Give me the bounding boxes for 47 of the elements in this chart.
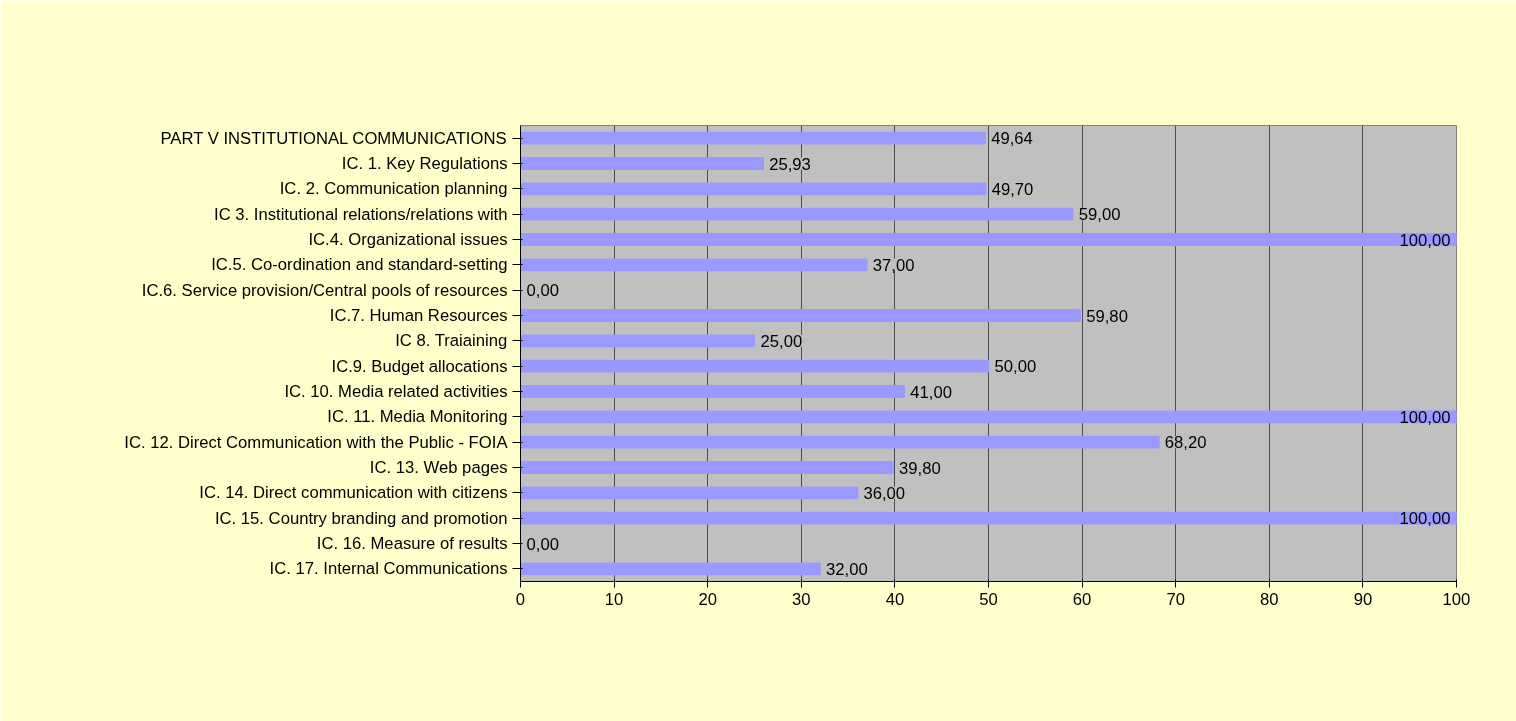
data-label: 68,20: [1164, 433, 1207, 453]
y-tick-label: IC. 16. Measure of results: [316, 534, 508, 553]
x-tick-label: 20: [698, 589, 717, 609]
data-label: 25,93: [769, 154, 811, 174]
y-tick-label: IC 8. Traiaining: [395, 331, 508, 351]
y-tick-label: IC. 11. Media Monitoring: [327, 407, 508, 427]
x-tick-label: 30: [792, 589, 811, 609]
x-tick-label: 10: [604, 589, 624, 609]
y-tick-label: PART V INSTITUTIONAL COMMUNICATIONS: [160, 128, 507, 148]
y-tick-label: IC.7. Human Resources: [329, 306, 508, 325]
x-tick-label: 0: [515, 589, 526, 609]
data-label: 0,00: [526, 281, 559, 301]
y-tick-label: IC. 10. Media related activities: [284, 382, 508, 401]
data-label: 0,00: [526, 534, 559, 554]
data-label: 49,64: [991, 129, 1033, 149]
data-label: 59,80: [1086, 306, 1128, 326]
y-tick-label: IC. 15. Country branding and promotion: [214, 508, 508, 528]
data-label: 37,00: [872, 255, 915, 275]
y-tick-label: IC. 17. Internal Communications: [269, 559, 508, 579]
data-label: 100,00: [1399, 407, 1451, 427]
y-tick-label: IC 3. Institutional relations/relations with: [214, 204, 508, 224]
data-label: 41,00: [910, 382, 952, 402]
data-label: 32,00: [826, 559, 868, 579]
data-label: 59,00: [1078, 205, 1121, 225]
x-tick-label: 100: [1442, 589, 1471, 609]
data-label: 50,00: [994, 357, 1037, 377]
data-label: 100,00: [1399, 509, 1451, 529]
y-tick-label: IC.9. Budget allocations: [331, 356, 508, 376]
x-tick-label: 70: [1166, 589, 1185, 609]
y-tick-label: IC.5. Co-ordination and standard-setting: [211, 255, 508, 275]
y-tick-label: IC. 14. Direct communication with citizens: [199, 483, 508, 503]
x-tick-label: 60: [1072, 589, 1092, 609]
data-label: 36,00: [863, 483, 906, 503]
x-tick-label: 50: [979, 589, 998, 609]
data-label: 49,70: [991, 179, 1034, 199]
x-tick-label: 40: [885, 589, 905, 609]
y-tick-label: IC. 12. Direct Communication with the Public - FOIA: [124, 432, 509, 452]
data-label: 100,00: [1399, 230, 1451, 250]
y-tick-label: IC. 13. Web pages: [369, 458, 508, 477]
y-tick-label: IC. 1. Key Regulations: [341, 154, 508, 173]
y-tick-label: IC.4. Organizational issues: [308, 230, 508, 249]
data-label: 39,80: [899, 458, 941, 478]
y-tick-label: IC. 2. Communication planning: [279, 179, 508, 199]
x-tick-label: 90: [1353, 589, 1373, 609]
y-tick-label: IC.6. Service provision/Central pools of resources: [141, 280, 508, 300]
data-label: 25,00: [760, 331, 803, 351]
x-tick-label: 80: [1260, 589, 1279, 609]
